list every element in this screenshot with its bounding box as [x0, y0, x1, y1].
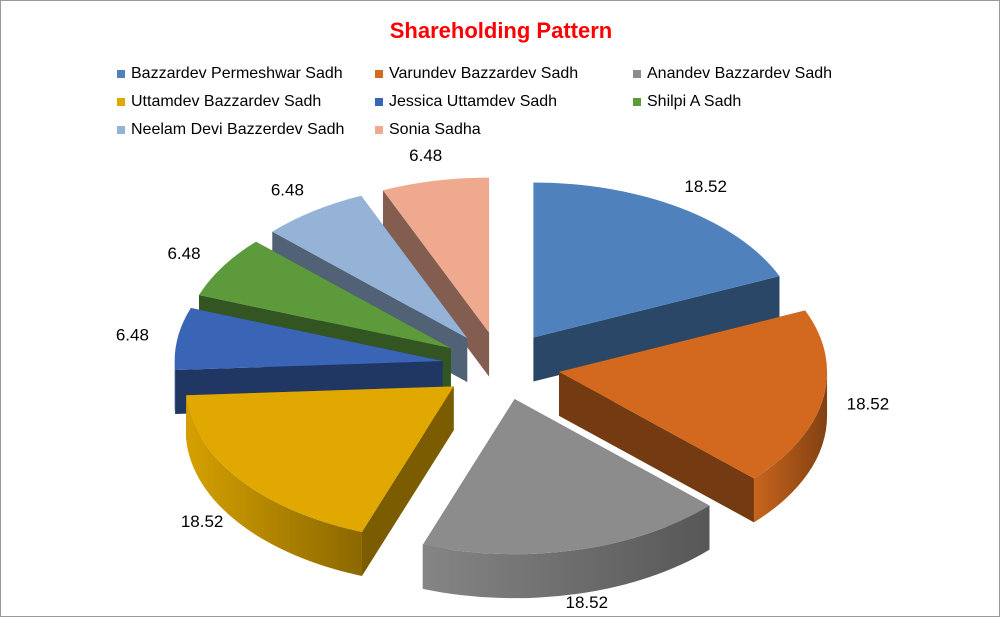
legend-item: Bazzardev Permeshwar Sadh	[117, 63, 375, 85]
slice-wall	[533, 276, 780, 382]
legend-swatch	[375, 126, 383, 134]
pie-slice	[559, 310, 828, 523]
data-label: 18.52	[847, 394, 890, 413]
legend-label: Shilpi A Sadh	[647, 93, 742, 110]
pie-slice	[382, 177, 490, 377]
legend-swatch	[375, 70, 383, 78]
pie-slice	[186, 386, 454, 576]
data-label: 18.52	[684, 177, 727, 196]
legend-swatch	[117, 70, 125, 78]
slice-side	[753, 371, 828, 523]
legend-swatch	[633, 98, 641, 106]
slice-side	[186, 395, 362, 576]
legend-swatch	[117, 126, 125, 134]
legend-item: Jessica Uttamdev Sadh	[375, 91, 633, 113]
slice-top	[559, 310, 828, 479]
chart-title: Shareholding Pattern	[389, 18, 613, 43]
slice-top	[174, 307, 443, 371]
slice-side	[422, 505, 710, 599]
legend-swatch	[375, 98, 383, 106]
legend-item: Uttamdev Bazzardev Sadh	[117, 91, 375, 113]
slice-top	[533, 182, 780, 338]
legend-label: Uttamdev Bazzardev Sadh	[131, 93, 322, 110]
legend-label: Bazzardev Permeshwar Sadh	[131, 65, 343, 82]
data-label: 6.48	[409, 146, 442, 165]
pie-slice	[533, 182, 780, 382]
slice-wall	[382, 190, 490, 377]
slice-wall	[559, 371, 754, 523]
legend-label: Varundev Bazzardev Sadh	[389, 65, 579, 82]
data-label: 6.48	[271, 181, 304, 200]
legend-item: Varundev Bazzardev Sadh	[375, 63, 633, 85]
legend-swatch	[633, 70, 641, 78]
data-label: 18.52	[181, 512, 224, 531]
legend-item: Neelam Devi Bazzerdev Sadh	[117, 119, 375, 141]
slice-wall	[361, 386, 454, 576]
slice-top	[186, 386, 454, 532]
legend-item: Anandev Bazzardev Sadh	[633, 63, 877, 85]
slice-top	[199, 241, 451, 349]
slice-top	[382, 177, 490, 333]
legend-item: Sonia Sadha	[375, 119, 633, 141]
legend-label: Jessica Uttamdev Sadh	[389, 93, 558, 110]
legend-label: Neelam Devi Bazzerdev Sadh	[131, 121, 345, 138]
chart-legend: Bazzardev Permeshwar Sadh Varundev Bazza…	[117, 63, 877, 141]
data-label: 6.48	[167, 244, 200, 263]
legend-item: Shilpi A Sadh	[633, 91, 877, 113]
legend-label: Sonia Sadha	[389, 121, 481, 138]
slice-top	[272, 195, 468, 339]
data-label: 18.52	[566, 593, 609, 612]
legend-label: Anandev Bazzardev Sadh	[647, 65, 833, 82]
data-label: 6.48	[116, 326, 149, 345]
pie-slice	[422, 399, 710, 599]
legend-swatch	[117, 98, 125, 106]
slice-top	[422, 399, 710, 555]
